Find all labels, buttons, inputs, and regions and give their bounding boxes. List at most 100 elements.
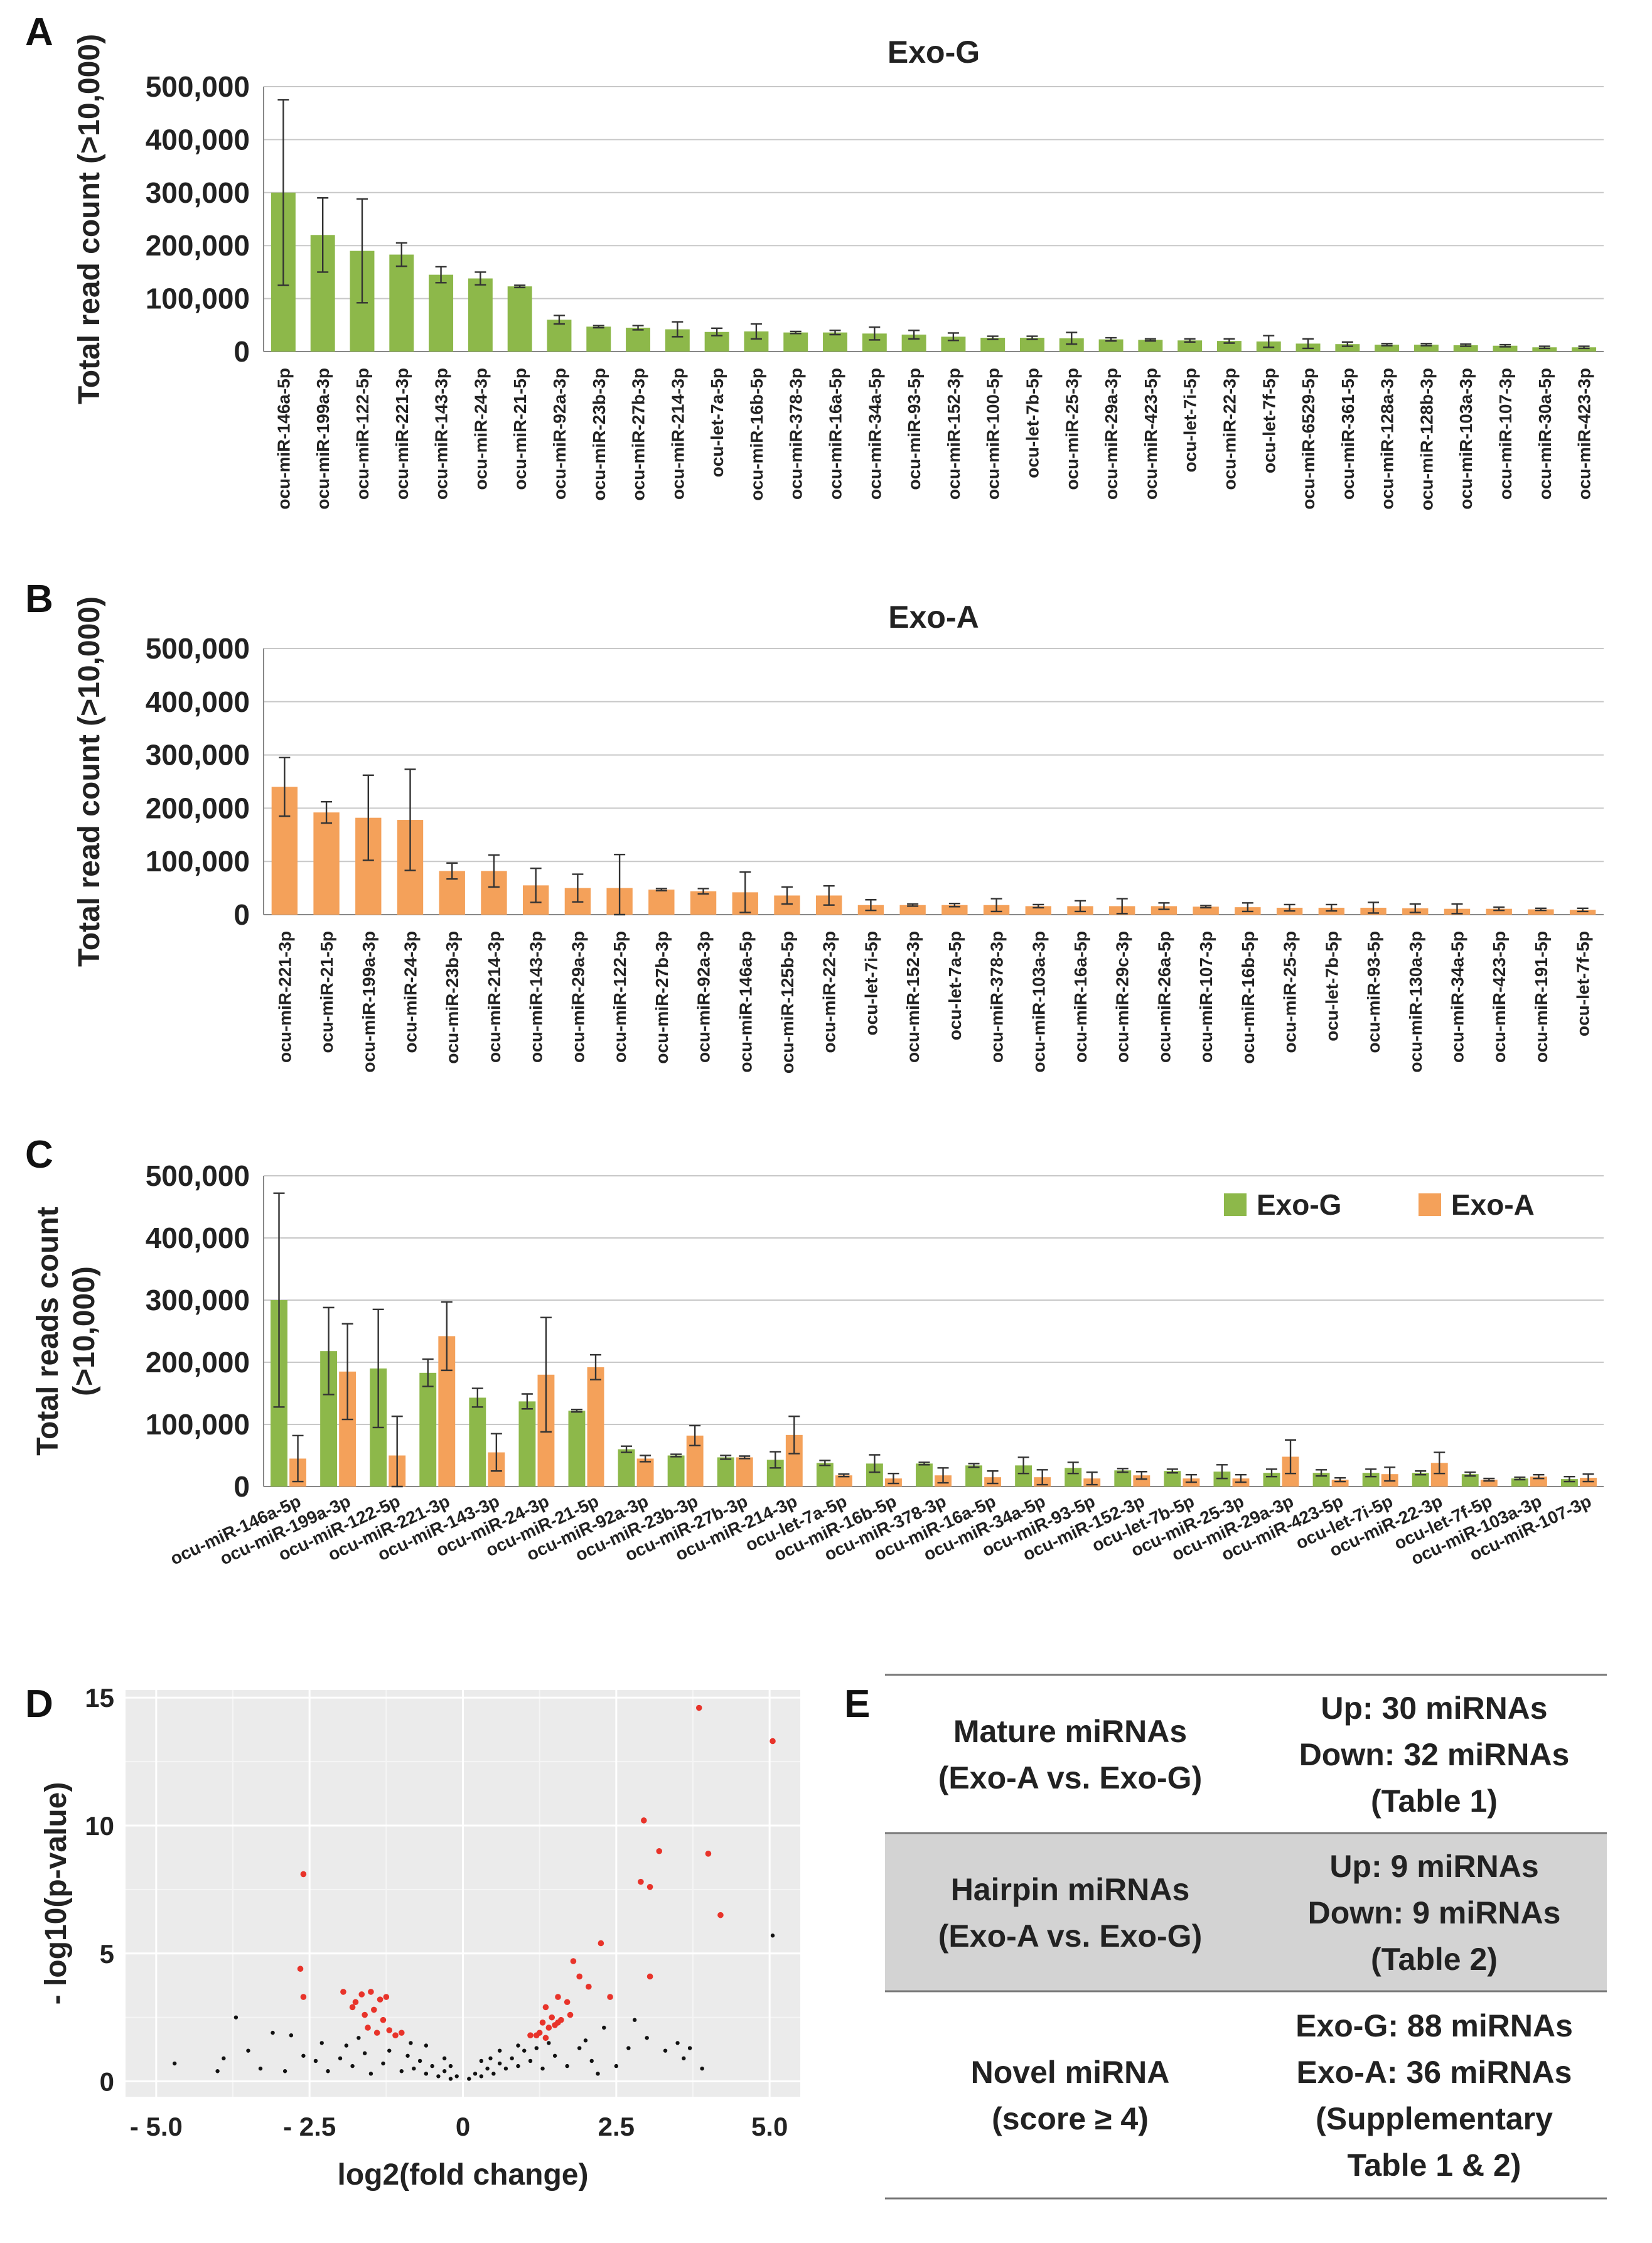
data-point [436, 2074, 441, 2079]
bar [899, 905, 926, 915]
x-tick-label: ocu-miR-92a-3p [694, 931, 714, 1063]
data-point [497, 2061, 502, 2066]
data-point [368, 2072, 373, 2076]
x-tick-label: ocu-let-7a-5p [707, 368, 727, 477]
data-point [770, 1934, 775, 1938]
significant-point [646, 1884, 653, 1890]
x-tick-label: ocu-miR-146a-5p [274, 368, 293, 510]
data-point [497, 2048, 502, 2053]
panel-e-table: Mature miRNAs (Exo-A vs. Exo-G) Up: 30 miR… [885, 1674, 1607, 2200]
panel-a-chart: 0 100,000 200,000 300,000 400,000 500,000 Exo-… [73, 34, 1604, 510]
x-tick-label: ocu-miR-103a-3p [1456, 368, 1476, 510]
data-point [700, 2066, 704, 2071]
significant-point [607, 1994, 613, 2000]
significant-point [555, 1994, 561, 2000]
x-tick-label: ocu-miR-93-5p [1364, 931, 1383, 1053]
x-tick-label: ocu-let-7i-5p [861, 931, 881, 1035]
significant-point [542, 2035, 549, 2041]
bar [1569, 910, 1596, 915]
x-tick-label: ocu-miR-152-3p [944, 368, 963, 500]
significant-point [567, 2011, 574, 2018]
table-value: Up: 9 miRNAs [1329, 1849, 1538, 1884]
data-point [522, 2048, 527, 2053]
x-tick-label: 5.0 [751, 2112, 788, 2141]
bar [717, 1457, 734, 1487]
y-tick-label: 0 [233, 1470, 250, 1503]
panel-label-a: A [25, 11, 53, 54]
significant-point [705, 1851, 712, 1857]
x-tick-label: ocu-miR-100-5p [984, 368, 1003, 500]
table-value: Up: 30 miRNAs [1321, 1691, 1547, 1726]
data-point [473, 2072, 478, 2076]
y-tick-label: 0 [100, 2067, 114, 2097]
bar [1177, 340, 1203, 352]
data-point [534, 2046, 539, 2050]
y-tick-label: 200,000 [146, 1346, 250, 1379]
x-tick-label: ocu-miR-103a-3p [1029, 931, 1048, 1073]
data-point [516, 2043, 520, 2048]
data-point [510, 2056, 514, 2061]
table-value: Down: 9 miRNAs [1308, 1895, 1561, 1930]
x-tick-label: ocu-miR-128a-3p [1378, 368, 1397, 510]
significant-point [598, 1940, 604, 1947]
y-axis-label: Total read count (>10,000) [73, 34, 106, 404]
x-tick-label: ocu-miR-21-5p [510, 368, 530, 490]
table-value: Down: 32 miRNAs [1299, 1737, 1570, 1772]
x-tick-label: ocu-miR-29c-3p [1113, 931, 1132, 1063]
bar [667, 1455, 685, 1487]
data-point [516, 2063, 520, 2068]
x-tick-label: ocu-let-7f-5p [1259, 368, 1279, 473]
chart-title: Exo-A [888, 600, 979, 635]
bar [1375, 345, 1400, 352]
x-tick-label: ocu-miR-214-3p [485, 931, 504, 1063]
bar [783, 332, 808, 352]
y-tick-label: 200,000 [146, 229, 250, 262]
y-tick-label: 500,000 [146, 1159, 250, 1192]
x-tick-label: ocu-miR-199a-3p [359, 931, 378, 1073]
bar [568, 1411, 586, 1487]
data-point [344, 2043, 349, 2048]
significant-point [392, 2032, 399, 2038]
significant-point [576, 1973, 582, 1980]
data-point [552, 2053, 557, 2058]
y-axis-label: - log10(p-value) [40, 1782, 73, 2005]
x-tick-label: ocu-let-7f-5p [1574, 931, 1593, 1036]
legend-swatch [1419, 1193, 1441, 1216]
x-tick-label: ocu-miR-22-3p [820, 931, 839, 1053]
x-tick-label: ocu-let-7a-5p [945, 931, 965, 1040]
bar [1133, 1475, 1150, 1487]
significant-point [362, 2011, 368, 2018]
legend-swatch [1224, 1193, 1247, 1216]
table-value: Exo-A: 36 miRNAs [1297, 2055, 1572, 2090]
x-tick-label: - 5.0 [130, 2112, 183, 2141]
bar [1453, 345, 1478, 352]
x-tick-label: ocu-let-7b-5p [1322, 931, 1341, 1041]
x-tick-label: ocu-miR-29a-3p [1102, 368, 1121, 500]
data-point [172, 2061, 177, 2066]
x-tick-label: ocu-miR-16a-5p [826, 368, 845, 500]
data-point [583, 2038, 588, 2043]
x-tick-label: 2.5 [598, 2112, 635, 2141]
bar [1511, 1478, 1528, 1487]
significant-point [770, 1738, 776, 1745]
x-tick-label: 0 [456, 2112, 470, 2141]
x-tick-label: ocu-miR-378-3p [786, 368, 806, 500]
panel-label-e: E [844, 1682, 870, 1726]
bar [690, 891, 717, 915]
y-tick-label: 100,000 [146, 282, 250, 315]
panel-c-chart: 0 100,000 200,000 300,000 400,000 500,000 Tota… [31, 1159, 1604, 1569]
data-point [301, 2053, 306, 2058]
x-tick-label: ocu-let-7b-5p [1022, 368, 1042, 478]
bar [941, 336, 966, 352]
x-tick-label: ocu-miR-125b-5p [778, 931, 797, 1073]
panel-label-c: C [25, 1133, 53, 1176]
data-point [479, 2074, 484, 2079]
data-point [412, 2066, 416, 2071]
data-point [326, 2069, 330, 2074]
bar [1528, 909, 1554, 915]
panel-label-b: B [25, 578, 53, 621]
y-tick-label: 0 [233, 898, 250, 931]
x-tick-label: ocu-miR-25-3p [1280, 931, 1300, 1053]
x-tick-label: ocu-miR-146a-5p [736, 931, 755, 1073]
